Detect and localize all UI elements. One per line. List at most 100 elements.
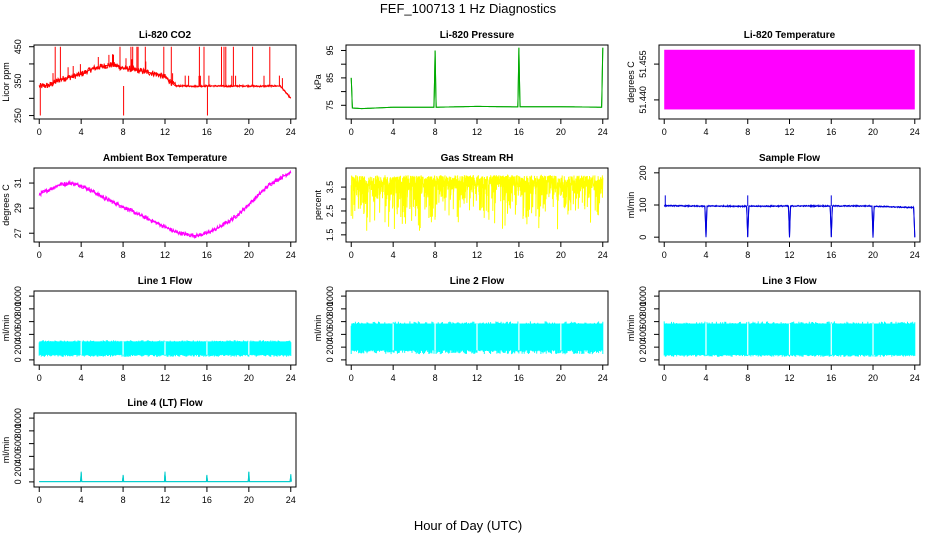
y-axis-label: ml/min [1, 315, 11, 342]
x-tick-label: 0 [349, 373, 354, 383]
panel-4: Ambient Box Temperature 0 4 8 12 16 20 24 27 29 31… [1, 153, 297, 260]
x-tick-label: 4 [703, 373, 708, 383]
x-tick-label: 16 [202, 495, 212, 505]
series-4 [38, 169, 292, 240]
x-tick-label: 24 [598, 127, 608, 137]
x-tick-label: 8 [433, 373, 438, 383]
y-axis-label: kPa [313, 74, 323, 90]
x-tick-label: 20 [868, 127, 878, 137]
y-tick-label: 800 [638, 301, 648, 316]
y-axis-label: Licor ppm [1, 62, 11, 102]
x-tick-label: 16 [202, 250, 212, 260]
x-axis-title: Hour of Day (UTC) [413, 518, 523, 533]
x-tick-label: 8 [745, 127, 750, 137]
x-tick-label: 24 [286, 250, 296, 260]
y-tick-label: 200 [325, 340, 335, 355]
x-tick-label: 20 [244, 495, 254, 505]
x-tick-label: 12 [160, 495, 170, 505]
y-axis-label: degrees C [626, 61, 636, 103]
x-tick-label: 16 [514, 127, 524, 137]
x-tick-label: 16 [826, 250, 836, 260]
panel-title: Li-820 Temperature [744, 30, 836, 41]
series-10 [39, 471, 292, 483]
x-tick-label: 20 [556, 373, 566, 383]
y-tick-label: 800 [13, 423, 23, 438]
x-tick-label: 12 [472, 250, 482, 260]
y-tick-label: 200 [638, 165, 648, 180]
x-tick-label: 0 [662, 373, 667, 383]
x-tick-label: 24 [286, 127, 296, 137]
x-tick-label: 12 [160, 373, 170, 383]
x-tick-label: 24 [910, 250, 920, 260]
x-tick-label: 8 [433, 127, 438, 137]
y-tick-label: 400 [638, 327, 648, 342]
y-tick-label: 2.5 [325, 205, 335, 218]
y-axis-label: percent [313, 189, 323, 220]
y-tick-label: 250 [13, 108, 23, 123]
x-tick-label: 8 [121, 127, 126, 137]
series-7 [38, 340, 292, 357]
x-tick-label: 4 [703, 127, 708, 137]
y-tick-label: 600 [638, 314, 648, 329]
y-axis-label: ml/min [626, 192, 636, 219]
y-tick-label: 3.5 [325, 181, 335, 194]
x-tick-label: 24 [598, 250, 608, 260]
figure-title: FEF_100713 1 Hz Diagnostics [379, 1, 557, 16]
panel-title: Line 2 Flow [450, 276, 505, 287]
panel-title: Line 4 (LT) Flow [127, 398, 203, 409]
series-line [38, 169, 292, 240]
x-tick-label: 8 [745, 373, 750, 383]
x-tick-label: 0 [37, 373, 42, 383]
x-tick-label: 12 [472, 373, 482, 383]
y-axis-label: ml/min [313, 315, 323, 342]
x-tick-label: 12 [160, 250, 170, 260]
series-points [664, 205, 916, 238]
series-points [38, 171, 292, 237]
panel-6: Sample Flow 0 4 8 12 16 20 24 0 100 200 ml/min [626, 153, 921, 260]
x-tick-label: 12 [784, 250, 794, 260]
x-tick-label: 20 [556, 127, 566, 137]
series-1 [38, 46, 292, 116]
y-tick-label: 400 [13, 449, 23, 464]
series-spikes [664, 195, 832, 206]
y-tick-label: 51.455 [638, 50, 648, 78]
plot-frame [33, 44, 297, 120]
x-tick-label: 20 [868, 373, 878, 383]
x-tick-label: 4 [79, 373, 84, 383]
x-tick-label: 4 [391, 127, 396, 137]
x-tick-label: 0 [37, 495, 42, 505]
y-tick-label: 350 [13, 74, 23, 89]
series-points [39, 64, 292, 99]
series-2 [350, 47, 604, 110]
y-tick-label: 450 [13, 39, 23, 54]
x-tick-label: 20 [868, 250, 878, 260]
panel-title: Li-820 CO2 [139, 30, 192, 41]
x-tick-label: 8 [121, 373, 126, 383]
y-tick-label: 600 [325, 314, 335, 329]
panel-8: Line 2 Flow 0 4 8 12 16 20 24 0 2004006008001000m… [313, 276, 609, 383]
x-tick-label: 20 [244, 127, 254, 137]
y-tick-label: 0 [325, 357, 335, 362]
series-9 [663, 321, 916, 357]
x-tick-label: 4 [391, 373, 396, 383]
series-points [350, 47, 604, 110]
x-tick-label: 8 [121, 495, 126, 505]
x-tick-label: 20 [244, 250, 254, 260]
y-tick-label: 0 [638, 357, 648, 362]
panel-2: Li-820 Pressure 0 4 8 12 16 20 24 75 85 95 kPa [313, 30, 609, 137]
panel-10: Line 4 (LT) Flow 0 4 8 12 16 20 24 0 200400600800… [1, 398, 297, 505]
x-tick-label: 24 [286, 373, 296, 383]
x-tick-label: 0 [349, 250, 354, 260]
y-tick-label: 31 [13, 178, 23, 188]
series-points [39, 471, 292, 483]
series-6 [663, 195, 916, 238]
y-tick-label: 0 [13, 479, 23, 484]
panel-title: Gas Stream RH [441, 153, 514, 164]
x-tick-label: 12 [784, 127, 794, 137]
x-tick-label: 24 [598, 373, 608, 383]
panel-title: Line 3 Flow [762, 276, 817, 287]
y-tick-label: 0 [13, 357, 23, 362]
